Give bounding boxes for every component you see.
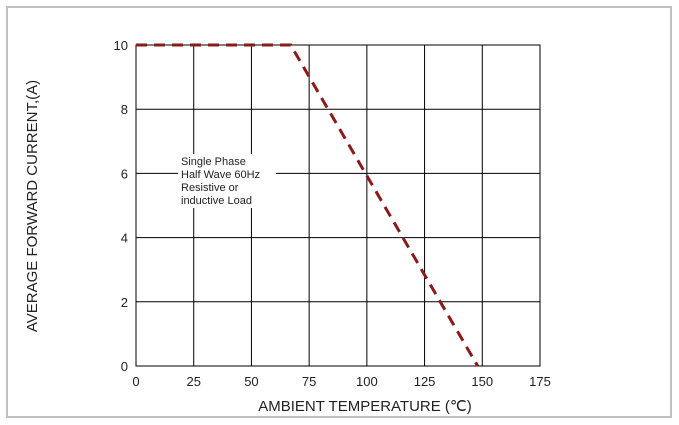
y-tick-label: 0: [121, 359, 128, 374]
annotation-line-3: Resistive or: [181, 182, 239, 194]
plot-area-border: [135, 44, 541, 367]
chart-frame: [6, 6, 672, 418]
x-tick-label: 75: [302, 374, 316, 389]
x-tick-label: 150: [471, 374, 493, 389]
annotation-background: [178, 154, 276, 208]
y-tick-label: 2: [121, 295, 128, 310]
y-tick-label: 4: [121, 231, 128, 246]
y-tick-labels: 0 2 4 6 8 10: [114, 38, 128, 374]
x-axis-title: AMBIENT TEMPERATURE (℃): [258, 398, 472, 415]
y-tick-label: 6: [121, 166, 128, 181]
x-tick-label: 125: [414, 374, 436, 389]
annotation-line-4: inductive Load: [181, 195, 252, 207]
series-layer: [136, 43, 479, 367]
annotation-line-2: Half Wave 60Hz: [181, 169, 260, 181]
x-tick-label: 175: [529, 374, 551, 389]
y-axis-title: AVERAGE FORWARD CURRENT,(A): [24, 80, 41, 332]
annotation-line-1: Single Phase: [181, 156, 246, 168]
x-tick-label: 100: [356, 374, 378, 389]
x-tick-label: 50: [244, 374, 258, 389]
derating-curve: [136, 43, 479, 367]
x-tick-labels: 0 25 50 75 100 125 150 175: [132, 374, 550, 389]
x-tick-label: 0: [132, 374, 139, 389]
x-tick-label: 25: [186, 374, 200, 389]
y-tick-label: 10: [114, 38, 128, 53]
y-tick-label: 8: [121, 102, 128, 117]
